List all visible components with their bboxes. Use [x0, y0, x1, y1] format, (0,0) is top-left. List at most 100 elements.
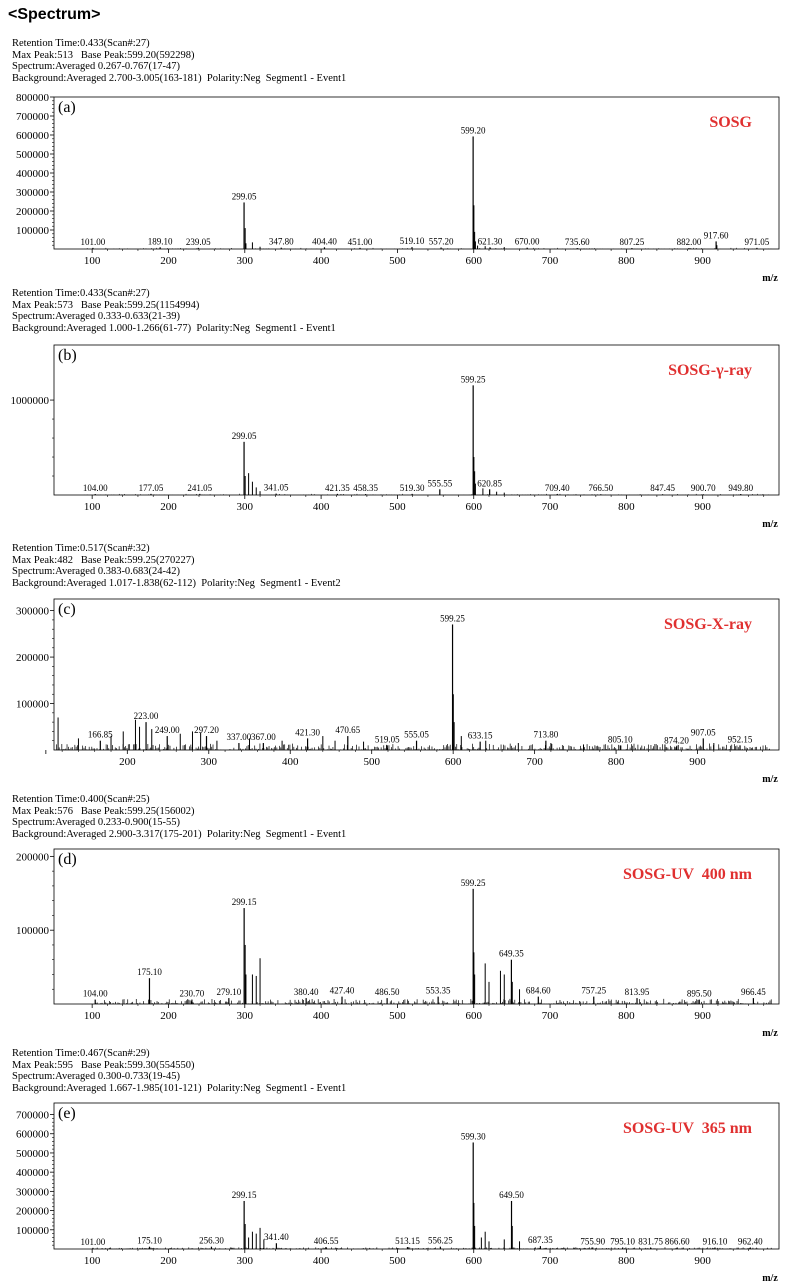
peak-label: 458.35	[353, 483, 378, 493]
x-tick-label: 200	[119, 756, 136, 768]
peak-label: 766.50	[588, 483, 613, 493]
peak-label: 795.10	[610, 1236, 635, 1246]
x-tick-label: 200	[160, 255, 177, 267]
peak-label: 952.15	[728, 734, 753, 744]
y-tick-label: 100000	[16, 925, 50, 937]
spectrum-plot: 100000 200000 300000 200 300 400 500 600 700 800 9…	[16, 598, 780, 785]
peak-label: 519.05	[375, 734, 400, 744]
spectrum-metadata: Retention Time:0.400(Scan#:25) Max Peak:5…	[12, 794, 346, 840]
x-tick-label: 800	[618, 1010, 635, 1022]
peak-label: 649.50	[499, 1190, 524, 1200]
y-tick-label: 300000	[16, 606, 50, 618]
peak-label: 341.05	[264, 483, 289, 493]
peak-label: 519.10	[400, 236, 425, 246]
peak-label: 805.10	[608, 734, 633, 744]
sample-label: SOSG-γ-ray	[668, 362, 752, 379]
peak-label: 380.40	[294, 987, 319, 997]
metadata-line: Background:Averaged 1.017-1.838(62-112) …	[12, 577, 341, 589]
y-tick-label: 500000	[16, 1148, 50, 1160]
x-axis-label: m/z	[762, 519, 778, 530]
x-axis-label: m/z	[762, 1273, 778, 1281]
metadata-line: Spectrum:Averaged 0.383-0.683(24-42)	[12, 566, 181, 577]
y-tick-label: 200000	[16, 206, 50, 218]
x-tick-label: 900	[694, 1255, 711, 1267]
peak-label: 341.40	[264, 1232, 289, 1242]
x-tick-label: 900	[694, 255, 711, 267]
peak-label: 599.25	[440, 613, 465, 623]
peak-label: 966.45	[741, 987, 766, 997]
x-tick-label: 100	[84, 1010, 101, 1022]
x-tick-label: 800	[618, 1255, 635, 1267]
x-tick-label: 800	[608, 756, 625, 768]
peak-label: 223.00	[134, 711, 159, 721]
x-axis-label: m/z	[762, 774, 778, 785]
peak-label: 621.30	[478, 236, 503, 246]
peak-label: 670.00	[515, 237, 540, 247]
peak-label: 104.00	[83, 989, 108, 999]
peak-label: 757.25	[581, 986, 606, 996]
peak-label: 807.25	[620, 237, 645, 247]
x-tick-label: 500	[389, 501, 406, 513]
peak-label: 555.55	[427, 478, 452, 488]
peak-label: 421.35	[325, 483, 350, 493]
metadata-line: Max Peak:513 Base Peak:599.20(592298)	[12, 49, 195, 61]
metadata-line: Background:Averaged 2.700-3.005(163-181)…	[12, 72, 347, 84]
peak-label: 406.55	[314, 1236, 339, 1246]
peak-label: 104.00	[83, 483, 108, 493]
peak-label: 299.05	[232, 431, 257, 441]
plot-frame	[53, 848, 780, 1005]
x-tick-label: 900	[694, 501, 711, 513]
y-tick-label: 600000	[16, 1129, 50, 1141]
peak-label: 962.40	[738, 1236, 763, 1246]
spectrum-metadata: Retention Time:0.467(Scan#:29) Max Peak:5…	[12, 1048, 346, 1094]
metadata-line: Max Peak:573 Base Peak:599.25(1154994)	[12, 299, 200, 311]
metadata-line: Retention Time:0.467(Scan#:29)	[12, 1048, 150, 1059]
peak-label: 949.80	[728, 483, 753, 493]
x-tick-label: 100	[84, 501, 101, 513]
peak-label: 175.10	[137, 1236, 162, 1246]
x-tick-label: 100	[84, 1255, 101, 1267]
peak-label: 239.05	[186, 237, 211, 247]
x-tick-label: 700	[542, 255, 559, 267]
y-tick-label: 700000	[16, 111, 50, 123]
sample-label: SOSG-UV 400 nm	[623, 866, 753, 883]
metadata-line: Background:Averaged 1.667-1.985(101-121)…	[12, 1082, 347, 1094]
spectrum-plot: 100000 200000 300000 400000 500000 600000 7000…	[16, 1102, 780, 1281]
x-tick-label: 500	[389, 255, 406, 267]
peak-label: 230.70	[180, 989, 205, 999]
peak-label: 555.05	[404, 730, 429, 740]
peak-label: 713.80	[533, 730, 558, 740]
x-tick-label: 700	[526, 756, 543, 768]
peak-label: 907.05	[691, 727, 716, 737]
peak-label: 895.50	[687, 989, 712, 999]
peak-label: 599.30	[461, 1131, 486, 1141]
peak-label: 297.20	[194, 725, 219, 735]
peak-label: 556.25	[428, 1236, 453, 1246]
peak-label: 367.00	[251, 732, 276, 742]
peak-label: 831.75	[638, 1236, 663, 1246]
panel-label: (e)	[58, 1105, 76, 1122]
peak-label: 189.10	[148, 236, 173, 246]
metadata-line: Spectrum:Averaged 0.267-0.767(17-47)	[12, 61, 181, 72]
peak-label: 177.05	[139, 483, 164, 493]
metadata-line: Retention Time:0.433(Scan#:27)	[12, 38, 150, 49]
x-tick-label: 400	[313, 1010, 330, 1022]
panel-label: (d)	[58, 851, 77, 868]
x-axis-label: m/z	[762, 1028, 778, 1039]
spectrum-metadata: Retention Time:0.433(Scan#:27) Max Peak:5…	[12, 38, 346, 84]
x-tick-label: 500	[389, 1255, 406, 1267]
page-title: <Spectrum>	[8, 6, 101, 23]
y-tick-label: 700000	[16, 1110, 50, 1122]
peak-label: 470.65	[335, 725, 360, 735]
y-tick-label: 400000	[16, 168, 50, 180]
peak-label: 166.85	[88, 730, 113, 740]
metadata-line: Spectrum:Averaged 0.233-0.900(15-55)	[12, 817, 181, 828]
y-tick-label: 100000	[16, 1225, 50, 1237]
x-tick-label: 200	[160, 1010, 177, 1022]
metadata-line: Max Peak:595 Base Peak:599.30(554550)	[12, 1059, 195, 1071]
x-tick-label: 700	[542, 1010, 559, 1022]
x-tick-label: 300	[201, 756, 218, 768]
x-tick-label: 300	[237, 255, 254, 267]
peak-label: 709.40	[545, 483, 570, 493]
panel-label: (c)	[58, 601, 76, 618]
